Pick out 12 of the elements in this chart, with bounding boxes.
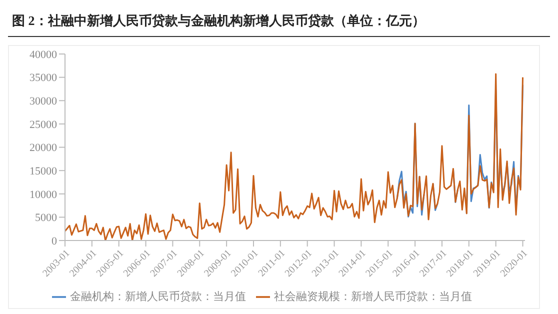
legend-label: 金融机构：新增人民币贷款：当月值 — [70, 290, 246, 303]
y-tick-label: 35000 — [30, 72, 58, 84]
y-tick-label: 5000 — [35, 212, 58, 224]
y-tick-label: 25000 — [30, 118, 58, 131]
y-tick-label: 30000 — [30, 96, 58, 108]
chart-title: 图 2：社融中新增人民币贷款与金融机构新增人民币贷款（单位：亿元） — [8, 8, 550, 37]
y-tick-label: 10000 — [30, 188, 58, 201]
y-tick-label: 0 — [52, 235, 58, 248]
y-tick-label: 20000 — [30, 142, 58, 154]
y-tick-label: 40000 — [30, 48, 58, 61]
legend-label: 社会融资规模：新增人民币贷款：当月值 — [274, 290, 472, 303]
y-tick-label: 15000 — [30, 165, 58, 178]
